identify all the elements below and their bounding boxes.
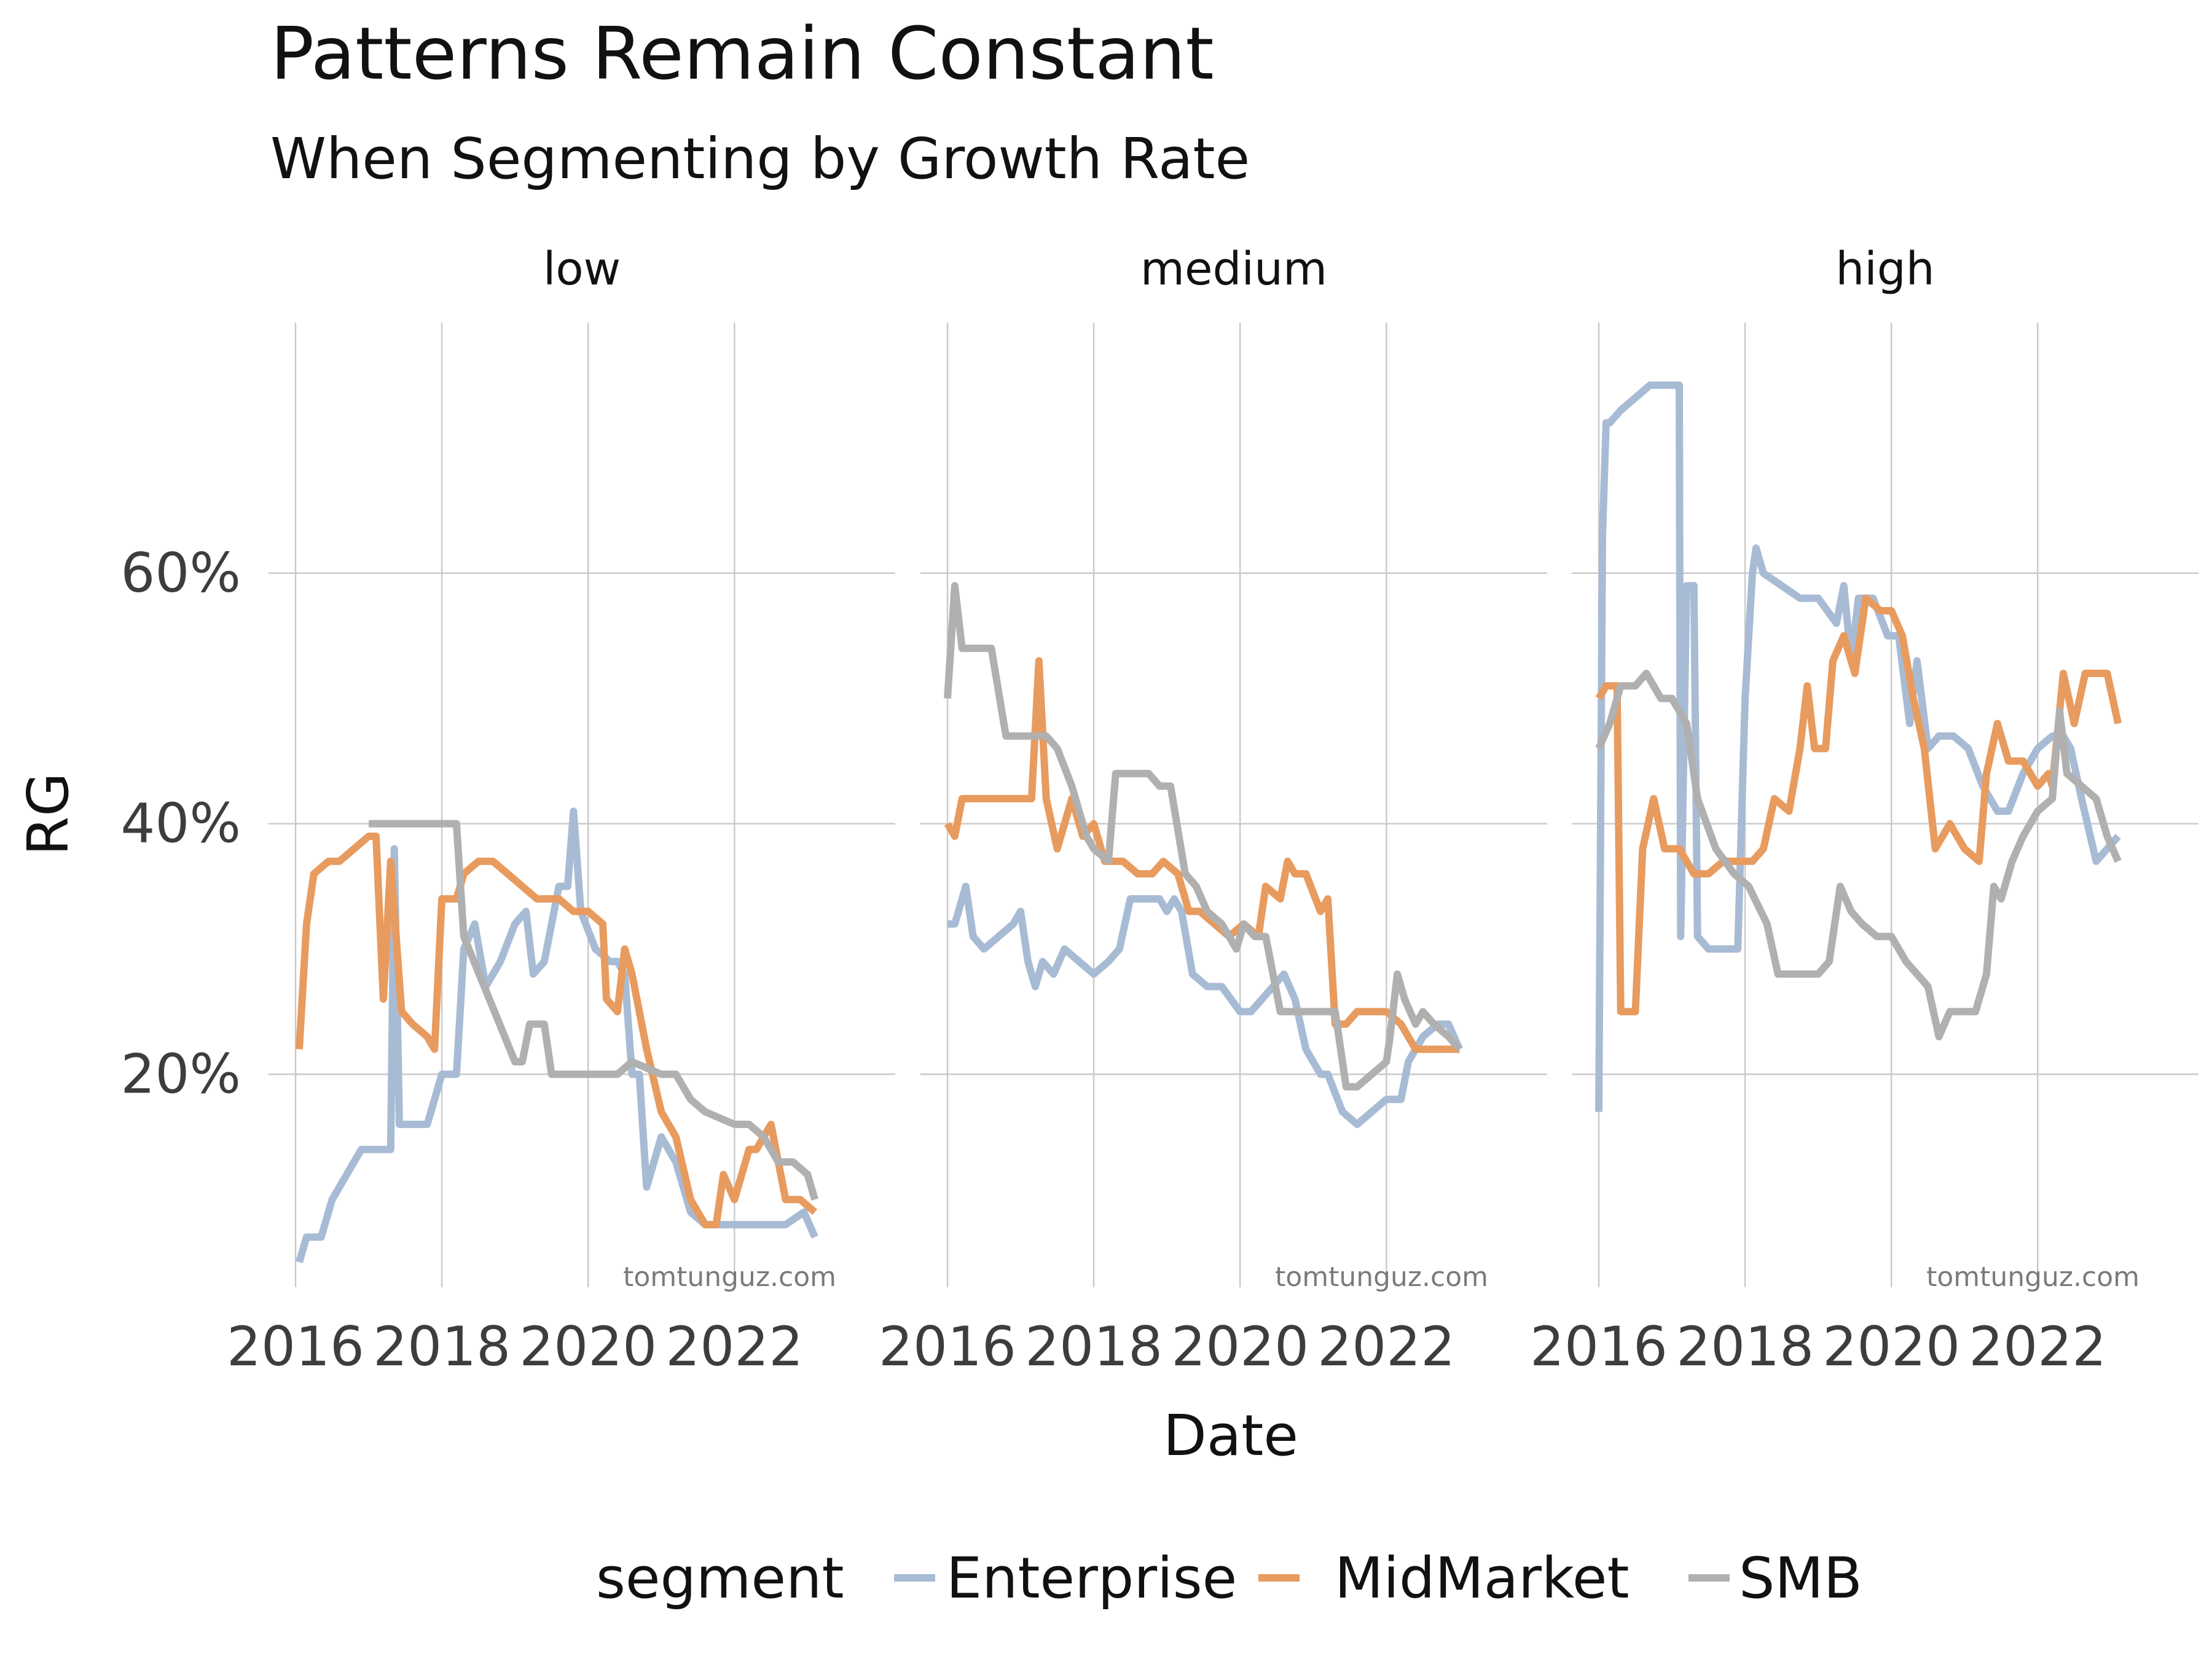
x-axis-title: Date	[1163, 1403, 1298, 1469]
x-tick-label: 2016	[227, 1315, 364, 1378]
panel-low: low 2016 2018 2020 2022 tomtunguz.com	[227, 243, 895, 1378]
series-line-enterprise	[947, 882, 1463, 1128]
facet-label: high	[1835, 243, 1934, 296]
series-line-smb	[1595, 669, 2122, 1041]
legend-label-enterprise: Enterprise	[946, 1545, 1237, 1611]
watermark: tomtunguz.com	[1275, 1261, 1488, 1293]
series-line-midmarket	[296, 833, 818, 1229]
y-tick-label: 60%	[120, 541, 241, 605]
series-line-midmarket	[944, 657, 1460, 1053]
series-line-smb	[369, 820, 818, 1201]
legend-label-midmarket: MidMarket	[1335, 1545, 1630, 1611]
y-tick-label: 40%	[120, 792, 241, 855]
legend-title: segment	[596, 1545, 844, 1611]
panel-medium: medium 2016 2018 2020 2022 tomtunguz.com	[879, 243, 1547, 1378]
chart-subtitle: When Segmenting by Growth Rate	[270, 126, 1250, 192]
x-tick-label: 2020	[1822, 1315, 1960, 1378]
x-tick-label: 2018	[1025, 1315, 1163, 1378]
x-tick-label: 2022	[1317, 1315, 1455, 1378]
watermark: tomtunguz.com	[623, 1261, 836, 1293]
legend-label-smb: SMB	[1739, 1545, 1862, 1611]
series-line-smb	[944, 582, 1462, 1091]
legend: segment Enterprise MidMarket SMB	[596, 1545, 1862, 1611]
x-tick-label: 2018	[373, 1315, 511, 1378]
x-tick-label: 2022	[1969, 1315, 2106, 1378]
facet-label: low	[543, 243, 621, 296]
x-tick-label: 2016	[879, 1315, 1016, 1378]
x-tick-label: 2020	[1171, 1315, 1309, 1378]
y-axis-title: RG	[15, 772, 81, 855]
x-tick-label: 2020	[519, 1315, 657, 1378]
panel-high: high 2016 2018 2020 2022 tomtunguz.com	[1530, 243, 2198, 1378]
series-line-enterprise	[296, 807, 818, 1263]
facet-label: medium	[1140, 243, 1327, 296]
series-line-midmarket	[1595, 594, 2122, 1016]
x-tick-label: 2022	[665, 1315, 803, 1378]
chart-title: Patterns Remain Constant	[270, 11, 1214, 96]
x-tick-label: 2018	[1676, 1315, 1814, 1378]
watermark: tomtunguz.com	[1926, 1261, 2139, 1293]
y-tick-label: 20%	[120, 1042, 241, 1105]
series-line-enterprise	[1595, 381, 2121, 1112]
y-axis-ticks: 20% 40% 60%	[120, 541, 241, 1106]
x-tick-label: 2016	[1530, 1315, 1668, 1378]
